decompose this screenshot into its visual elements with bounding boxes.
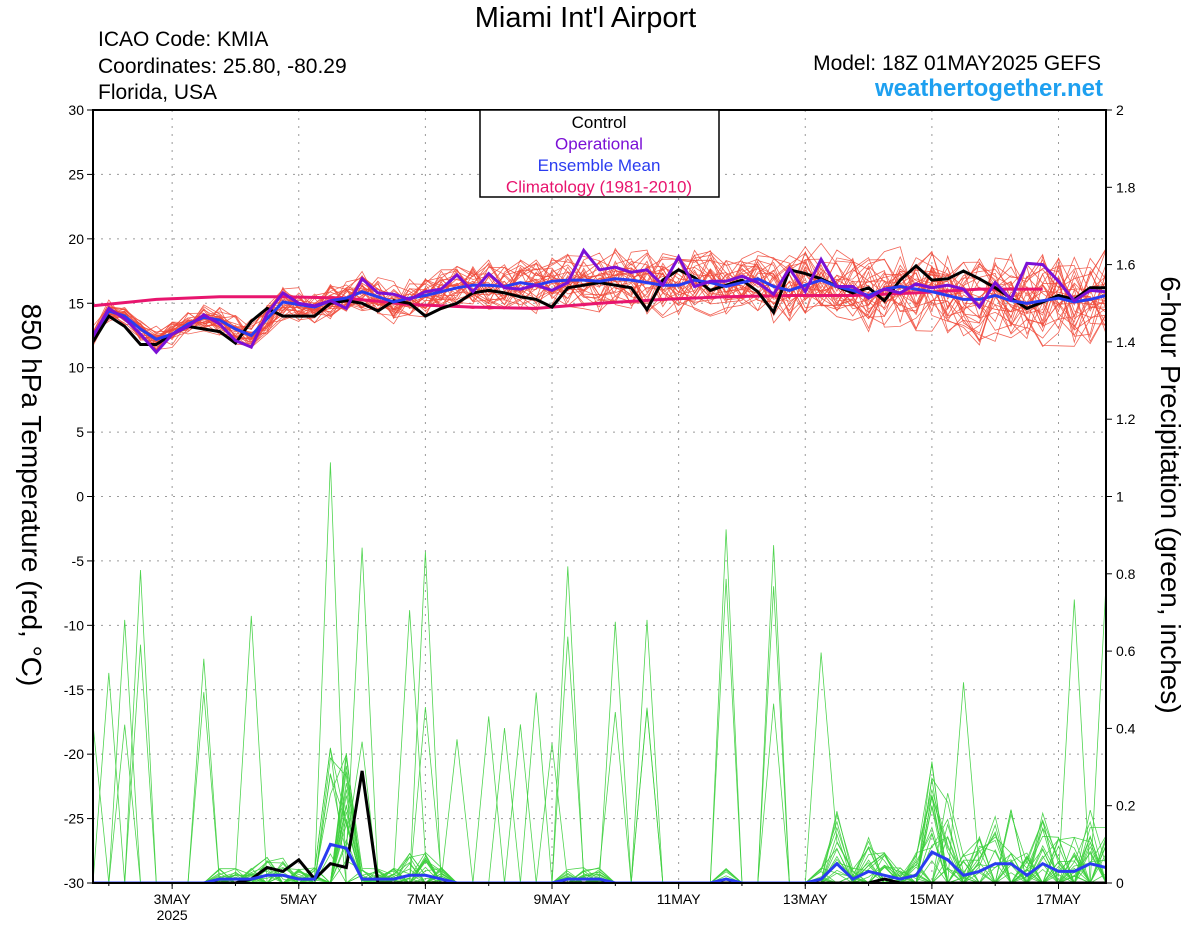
- ensemble-member-temp-line: [93, 253, 1106, 343]
- ensemble-member-temp-line: [93, 255, 1106, 351]
- ensemble-member-precip-line: [93, 529, 1106, 883]
- x-tick-label: 7MAY: [407, 891, 445, 907]
- ensemble-member-precip-line: [93, 619, 1106, 883]
- ensemble-member-precip-line: [93, 644, 1106, 883]
- y-tick-label: -25: [64, 811, 84, 827]
- y-tick-label: -20: [64, 746, 84, 762]
- ensemble-member-precip-line: [93, 788, 1106, 883]
- ensemble-member-precip-line: [93, 836, 1106, 883]
- x-tick-label: 9MAY: [533, 891, 571, 907]
- ensemble-member-precip-line: [93, 636, 1106, 883]
- ensemble-member-temp-line: [93, 255, 1106, 339]
- ensemble-member-precip-line: [93, 569, 1106, 883]
- y-tick-label: 0: [76, 489, 84, 505]
- y-tick-label: 15: [68, 295, 84, 311]
- control-temp-line: [93, 263, 1106, 346]
- legend: Control Operational Ensemble Mean Climatolo…: [479, 109, 720, 198]
- y2-tick-label: 1.8: [1116, 179, 1136, 195]
- climatology-line: [93, 287, 1043, 310]
- legend-entry: Operational: [555, 135, 643, 154]
- y-tick-label: -30: [64, 875, 84, 891]
- region: Florida, USA: [98, 81, 218, 104]
- ensemble-member-precip-line: [93, 692, 1106, 883]
- ensemble-member-precip-line: [93, 462, 1106, 883]
- x-tick-label: 13MAY: [783, 891, 829, 907]
- ensemble-member-precip-line: [93, 547, 1106, 883]
- operational-temp-line: [93, 247, 1106, 355]
- site-link[interactable]: weathertogether.net: [874, 75, 1103, 102]
- y-tick-label: -5: [72, 553, 85, 569]
- model-run: Model: 18Z 01MAY2025 GEFS: [813, 52, 1101, 75]
- chart-title: Miami Int'l Airport: [474, 2, 697, 34]
- y2-tick-label: 1.2: [1116, 411, 1136, 427]
- ensemble-mean-precip-line: [93, 842, 1106, 883]
- y2-tick-label: 1.4: [1116, 334, 1136, 350]
- plot-frame: [92, 109, 1107, 884]
- ensemble-member-temp-line: [93, 250, 1106, 351]
- y2-tick-label: 0.6: [1116, 643, 1136, 659]
- y2-tick-label: 0.4: [1116, 720, 1136, 736]
- ensemble-member-precip-line: [93, 709, 1106, 883]
- main-series-layer: [93, 247, 1106, 883]
- legend-box: [479, 109, 720, 198]
- ensemble-members-layer: [93, 242, 1106, 883]
- y-tick-label: 25: [68, 166, 84, 182]
- ensemble-member-precip-line: [93, 743, 1106, 883]
- y-tick-label: 5: [76, 424, 84, 440]
- x-axis-year: 2025: [157, 907, 188, 923]
- icao-code: ICAO Code: KMIA: [98, 28, 269, 51]
- x-tick-label: 17MAY: [1036, 891, 1082, 907]
- coordinates: Coordinates: 25.80, -80.29: [98, 55, 347, 78]
- ensemble-member-precip-line: [93, 652, 1106, 883]
- x-tick-label: 3MAY: [154, 891, 192, 907]
- ensemble-member-precip-line: [93, 757, 1106, 883]
- ensemble-member-precip-line: [93, 586, 1106, 883]
- y-tick-label: 30: [68, 102, 84, 118]
- y2-tick-label: 0.8: [1116, 566, 1136, 582]
- control-precip-line: [93, 770, 1106, 883]
- ensemble-member-precip-line: [93, 551, 1106, 883]
- y-tick-label: 20: [68, 231, 84, 247]
- x-tick-label: 11MAY: [657, 891, 701, 907]
- x-tick-label: 15MAY: [909, 891, 955, 907]
- x-tick-label: 5MAY: [280, 891, 318, 907]
- legend-entry: Control: [572, 113, 627, 132]
- y2-tick-label: 0.2: [1116, 798, 1136, 814]
- ensemble-member-temp-line: [93, 256, 1106, 341]
- ensemble-member-precip-line: [93, 545, 1106, 883]
- legend-entry: Climatology (1981-2010): [506, 178, 692, 197]
- y-tick-label: -10: [64, 617, 84, 633]
- y2-tick-label: 1.6: [1116, 257, 1136, 273]
- grid-layer: [93, 110, 1106, 883]
- legend-entry: Ensemble Mean: [538, 156, 661, 175]
- axes-layer: 302520151050-5-10-15-20-25-3021.81.61.41…: [64, 102, 1136, 923]
- ensemble-member-temp-line: [93, 252, 1106, 343]
- ensemble-member-precip-line: [93, 703, 1106, 883]
- ensemble-member-precip-line: [93, 747, 1106, 883]
- ensemble-member-temp-line: [93, 242, 1106, 347]
- y2-tick-label: 1: [1116, 489, 1124, 505]
- y-tick-label: -15: [64, 682, 84, 698]
- y-tick-label: 10: [68, 360, 84, 376]
- y2-tick-label: 0: [1116, 875, 1124, 891]
- ensemble-member-precip-line: [93, 578, 1106, 883]
- y2-tick-label: 2: [1116, 102, 1124, 118]
